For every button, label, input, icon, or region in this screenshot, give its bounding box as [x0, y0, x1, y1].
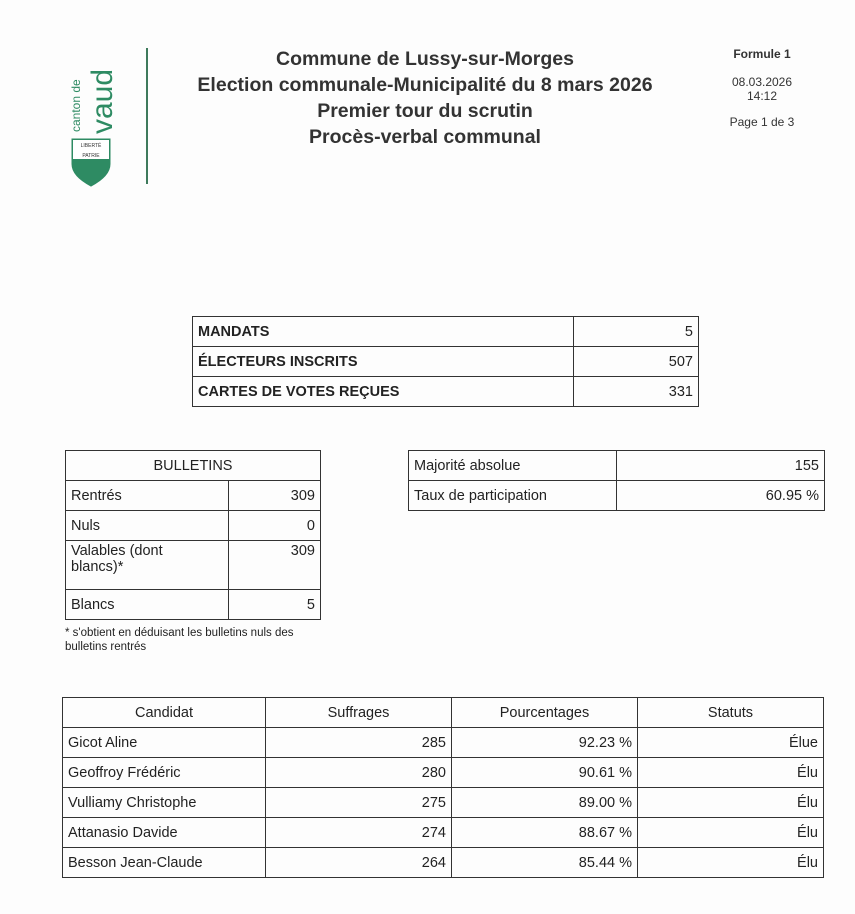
majority-table: Majorité absolue 155 Taux de participatio… [408, 450, 825, 511]
table-row: Valables (dont blancs)* 309 [65, 540, 321, 590]
value: 5 [573, 316, 699, 347]
value: 0 [228, 510, 321, 541]
time: 14:12 [746, 89, 778, 103]
percentage: 89.00 % [451, 787, 638, 818]
svg-text:vaud: vaud [86, 69, 116, 134]
table-row: Rentrés 309 [65, 480, 321, 511]
status: Élu [637, 787, 824, 818]
value: 507 [573, 346, 699, 377]
table-row: Besson Jean-Claude 264 85.44 % Élu [62, 847, 824, 878]
label: CARTES DE VOTES REÇUES [192, 376, 574, 407]
svg-text:canton de: canton de [69, 79, 83, 132]
bulletins-table: BULLETINS Rentrés 309 Nuls 0 Valables (don… [65, 450, 321, 620]
value: 309 [228, 540, 321, 590]
column-header: Pourcentages [451, 697, 638, 728]
value: 309 [228, 480, 321, 511]
label: Taux de participation [408, 480, 617, 511]
table-row: Attanasio Davide 274 88.67 % Élu [62, 817, 824, 848]
percentage: 92.23 % [451, 727, 638, 758]
status: Élue [637, 727, 824, 758]
summary-table: MANDATS 5 ÉLECTEURS INSCRITS 507 CARTES DE… [192, 316, 699, 407]
label: Nuls [65, 510, 229, 541]
header-row: Candidat Suffrages Pourcentages Statuts [62, 697, 824, 728]
table-row: MANDATS 5 [192, 316, 699, 347]
percentage: 90.61 % [451, 757, 638, 788]
bulletins-section: BULLETINS Rentrés 309 Nuls 0 Valables (don… [65, 450, 335, 654]
votes: 274 [265, 817, 452, 848]
candidate-name: Geoffroy Frédéric [62, 757, 266, 788]
votes: 285 [265, 727, 452, 758]
column-header: Suffrages [265, 697, 452, 728]
label: Rentrés [65, 480, 229, 511]
label: Majorité absolue [408, 450, 617, 481]
table-row: Taux de participation 60.95 % [408, 480, 825, 511]
table-row: CARTES DE VOTES REÇUES 331 [192, 376, 699, 407]
table-row: ÉLECTEURS INSCRITS 507 [192, 346, 699, 377]
votes: 264 [265, 847, 452, 878]
column-header: Candidat [62, 697, 266, 728]
bulletins-title: BULLETINS [65, 450, 321, 481]
table-row: Majorité absolue 155 [408, 450, 825, 481]
table-row: Nuls 0 [65, 510, 321, 541]
votes: 280 [265, 757, 452, 788]
form-number: Formule 1 [733, 47, 791, 61]
document-meta: Formule 1 08.03.2026 14:12 Page 1 de 3 [712, 47, 812, 129]
canton-vaud-logo: canton de vaud LIBERTÉ PATRIE [69, 69, 116, 187]
table-row: Blancs 5 [65, 589, 321, 620]
election-name: Election communale-Municipalité du 8 mar… [197, 74, 653, 96]
candidate-name: Attanasio Davide [62, 817, 266, 848]
divider [146, 48, 148, 184]
label: ÉLECTEURS INSCRITS [192, 346, 574, 377]
table-row: Geoffroy Frédéric 280 90.61 % Élu [62, 757, 824, 788]
label: Blancs [65, 589, 229, 620]
page-number: Page 1 de 3 [729, 115, 795, 129]
value: 155 [616, 450, 825, 481]
document-title: Commune de Lussy-sur-Morges Election com… [160, 46, 690, 150]
status: Élu [637, 817, 824, 848]
value: 331 [573, 376, 699, 407]
report-type: Procès-verbal communal [309, 126, 541, 148]
candidate-name: Besson Jean-Claude [62, 847, 266, 878]
status: Élu [637, 757, 824, 788]
round: Premier tour du scrutin [317, 100, 533, 122]
label: Valables (dont blancs)* [65, 540, 229, 590]
status: Élu [637, 847, 824, 878]
svg-text:PATRIE: PATRIE [82, 153, 100, 159]
candidate-name: Vulliamy Christophe [62, 787, 266, 818]
column-header: Statuts [637, 697, 824, 728]
votes: 275 [265, 787, 452, 818]
label: MANDATS [192, 316, 574, 347]
percentage: 85.44 % [451, 847, 638, 878]
svg-text:LIBERTÉ: LIBERTÉ [81, 142, 102, 149]
commune-name: Commune de Lussy-sur-Morges [276, 48, 574, 70]
date: 08.03.2026 [731, 75, 793, 89]
footnote: * s'obtient en déduisant les bulletins n… [65, 627, 294, 653]
value: 60.95 % [616, 480, 825, 511]
candidate-name: Gicot Aline [62, 727, 266, 758]
value: 5 [228, 589, 321, 620]
candidates-table: Candidat Suffrages Pourcentages Statuts … [62, 697, 824, 878]
percentage: 88.67 % [451, 817, 638, 848]
table-row: Vulliamy Christophe 275 89.00 % Élu [62, 787, 824, 818]
table-row: Gicot Aline 285 92.23 % Élue [62, 727, 824, 758]
